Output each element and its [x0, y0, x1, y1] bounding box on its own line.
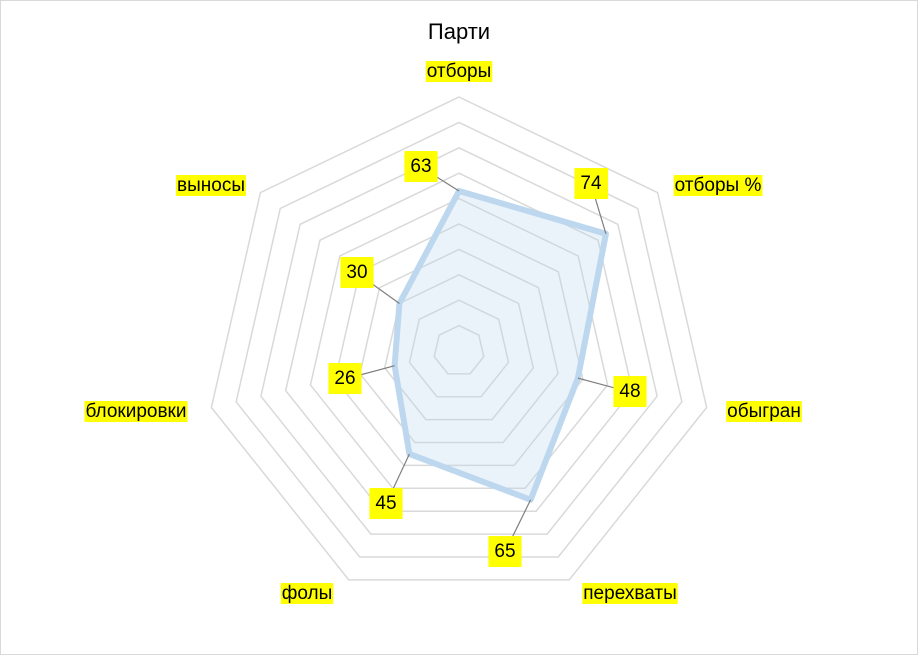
- data-label: 30: [346, 262, 367, 283]
- category-label: отборы %: [675, 175, 762, 196]
- category-label: обыгран: [727, 401, 801, 422]
- grid-ring: [408, 299, 510, 398]
- label-highlight: [613, 376, 647, 408]
- category-label: блокировки: [86, 401, 187, 422]
- data-label: 26: [334, 368, 355, 389]
- label-highlight: [673, 175, 763, 197]
- grid-ring: [284, 172, 634, 512]
- category-label: выносы: [177, 175, 245, 196]
- label-highlight: [582, 583, 678, 605]
- leader-line: [577, 377, 617, 389]
- grid-ring: [309, 197, 609, 490]
- label-highlight: [404, 151, 438, 183]
- label-highlight: [369, 488, 403, 520]
- leader-line: [358, 365, 395, 376]
- grid-ring: [210, 96, 708, 581]
- grid-ring: [260, 146, 658, 535]
- grid-ring: [235, 121, 683, 558]
- chart-title: Парти: [428, 19, 490, 44]
- label-highlight: [84, 401, 188, 423]
- leader-line: [510, 499, 532, 540]
- label-highlight: [488, 536, 522, 568]
- grid-ring: [433, 324, 485, 375]
- category-label: фолы: [282, 583, 333, 604]
- grid-ring: [359, 248, 559, 444]
- data-label: 65: [494, 541, 515, 562]
- label-highlight: [176, 175, 246, 197]
- series-area: [391, 187, 609, 503]
- grid-ring: [334, 223, 584, 467]
- data-label: 63: [410, 156, 431, 177]
- label-highlight: [425, 61, 493, 83]
- label-highlight: [574, 168, 608, 200]
- category-label: отборы: [427, 61, 492, 82]
- label-highlight: [726, 401, 802, 423]
- leader-line: [391, 453, 410, 492]
- data-label: 74: [580, 173, 602, 194]
- leader-line: [594, 197, 607, 234]
- label-highlight: [328, 363, 362, 395]
- category-label: перехваты: [583, 583, 676, 604]
- label-highlight: [280, 583, 334, 605]
- data-label: 48: [619, 381, 640, 402]
- data-label: 45: [375, 493, 396, 514]
- label-highlight: [340, 257, 374, 289]
